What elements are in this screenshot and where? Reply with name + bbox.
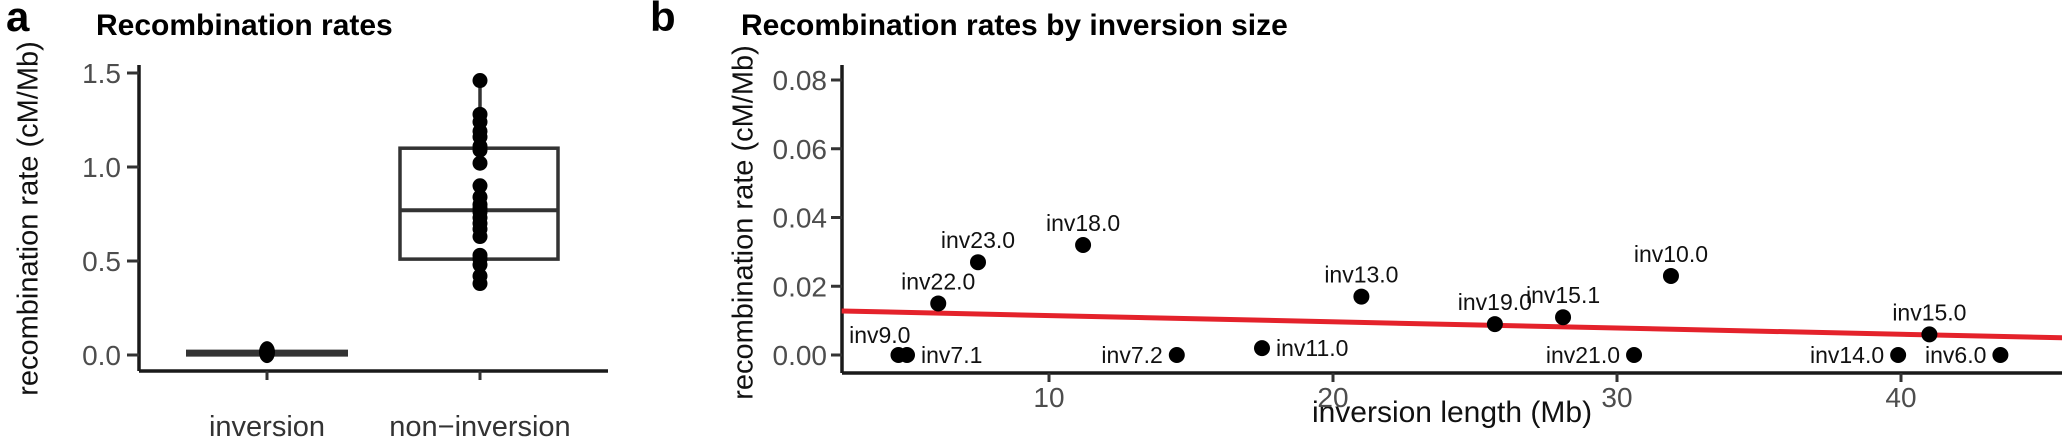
y-tick-label: 0.0 — [82, 340, 121, 371]
data-point-label: inv7.1 — [921, 342, 982, 368]
data-point — [472, 73, 488, 89]
panel-a-title: Recombination rates — [96, 9, 393, 42]
data-point — [472, 229, 488, 245]
data-point-label: inv23.0 — [941, 227, 1015, 253]
category-label: non−inversion — [389, 411, 570, 443]
data-point — [1075, 237, 1092, 253]
data-point — [1486, 316, 1503, 333]
data-point-label: inv21.0 — [1546, 342, 1620, 368]
data-point — [1921, 326, 1938, 343]
x-tick-label: 30 — [1601, 382, 1632, 413]
data-point-label: inv22.0 — [901, 268, 975, 294]
data-point — [970, 254, 986, 271]
y-tick-label: 0.00 — [773, 340, 828, 371]
data-point-label: inv7.2 — [1101, 342, 1162, 368]
data-point-label: inv13.0 — [1324, 262, 1398, 288]
data-point-label: inv15.0 — [1892, 299, 1966, 325]
data-point-label: inv14.0 — [1810, 342, 1884, 368]
data-point — [1168, 347, 1185, 363]
data-point — [472, 142, 488, 158]
data-point — [1555, 309, 1572, 326]
data-point-label: inv18.0 — [1046, 210, 1120, 236]
data-point-label: inv10.0 — [1634, 241, 1708, 267]
trend-line — [841, 308, 2062, 341]
data-point-label: inv11.0 — [1276, 335, 1348, 361]
y-tick-label: 0.08 — [773, 65, 828, 96]
data-point-label: inv9.0 — [849, 322, 910, 348]
y-tick-label: 0.04 — [773, 203, 828, 234]
panel-a-boxplot: 0.0 0.5 1.0 1.5 inversion non−inversion — [82, 58, 608, 443]
data-point — [1353, 288, 1370, 305]
y-tick-label: 0.5 — [82, 246, 121, 277]
data-point — [472, 178, 488, 194]
category-label: inversion — [209, 411, 325, 443]
data-point-label: inv15.1 — [1526, 282, 1600, 308]
data-point-label: inv19.0 — [1458, 289, 1532, 315]
y-tick-label: 0.02 — [773, 271, 828, 302]
x-tick-label: 40 — [1885, 382, 1916, 413]
panel-b-title: Recombination rates by inversion size — [741, 9, 1288, 42]
y-tick-label: 1.0 — [82, 152, 121, 183]
x-tick-label: 20 — [1317, 382, 1348, 413]
y-tick-label: 0.06 — [773, 134, 828, 165]
data-point — [472, 155, 488, 171]
data-point — [259, 341, 275, 364]
data-point — [472, 276, 488, 292]
y-tick-label: 1.5 — [82, 58, 121, 89]
panel-b-scatterplot: 0.00 0.02 0.04 0.06 0.08 10 20 30 40 inv9.0 inv7.1… — [773, 65, 2062, 413]
data-point-label: inv6.0 — [1925, 342, 1986, 368]
data-point — [1890, 347, 1907, 363]
data-point — [1662, 267, 1679, 284]
panel-b-letter: b — [650, 0, 676, 40]
data-point — [472, 257, 488, 273]
data-point — [930, 295, 947, 312]
data-point — [899, 347, 915, 363]
x-tick-label: 10 — [1033, 382, 1064, 413]
panel-b-x-axis-label: inversion length (Mb) — [1311, 396, 1593, 429]
panel-a-letter: a — [6, 0, 30, 40]
data-point — [1626, 347, 1643, 363]
data-point — [1254, 340, 1270, 357]
data-point — [1992, 347, 2009, 363]
